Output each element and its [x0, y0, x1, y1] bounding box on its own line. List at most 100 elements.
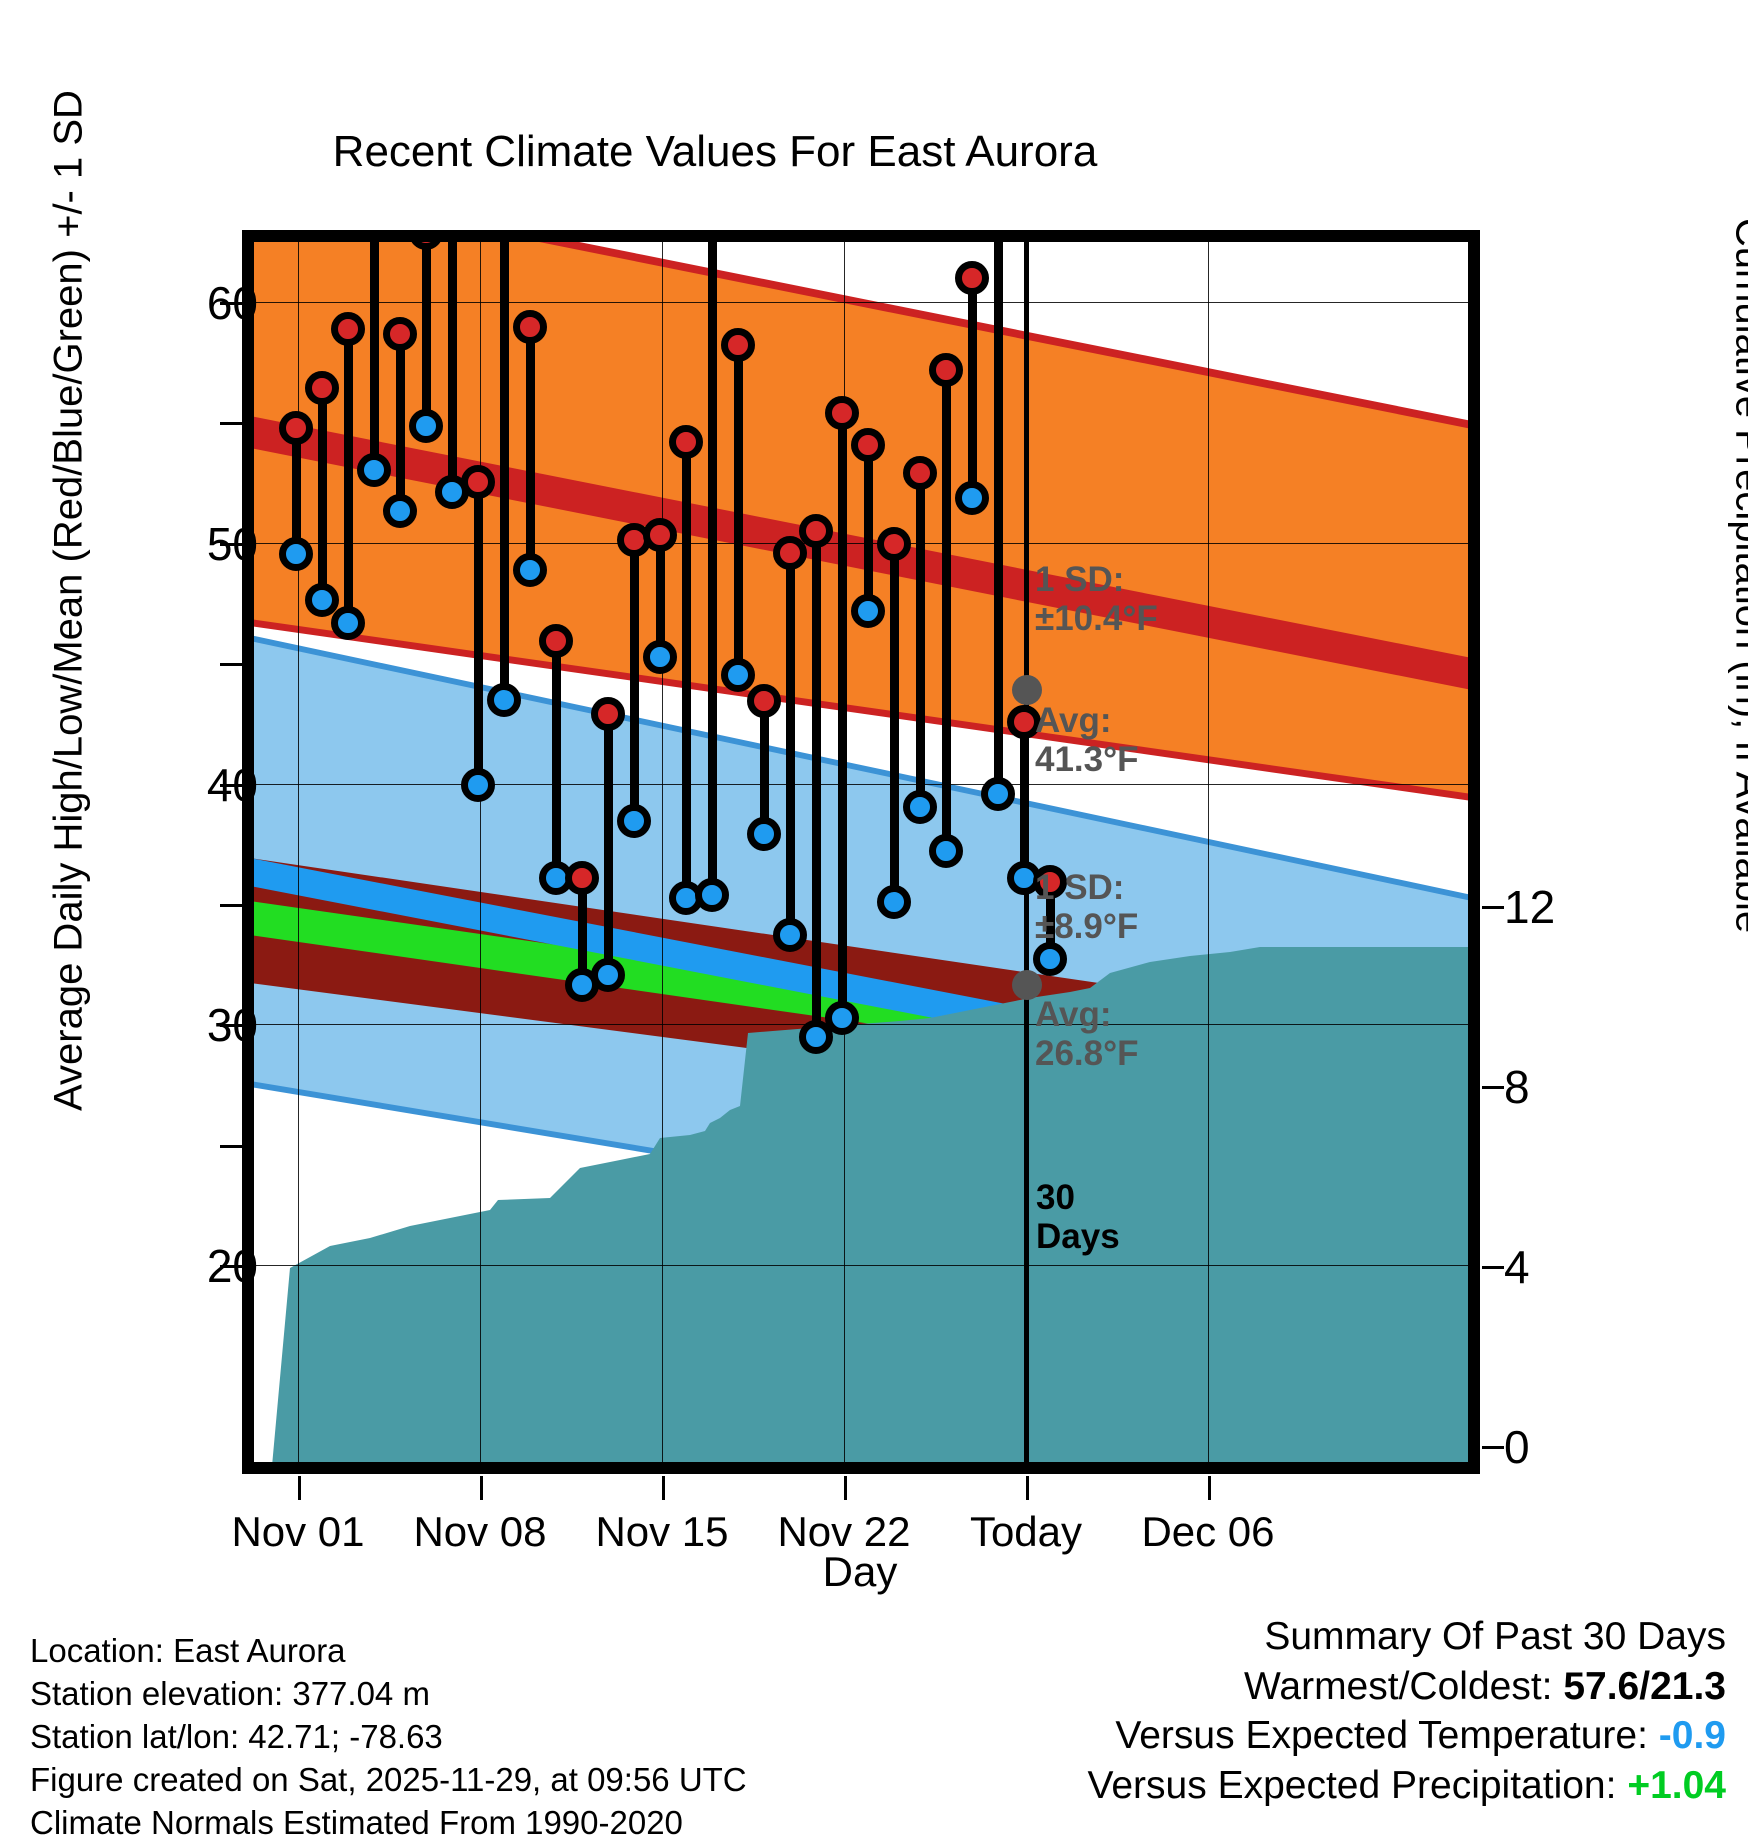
low-marker — [851, 594, 885, 628]
low-marker — [981, 777, 1015, 811]
elevation-line: Station elevation: 377.04 m — [30, 1673, 747, 1716]
location-line: Location: East Aurora — [30, 1630, 747, 1673]
high-marker — [279, 411, 313, 445]
versus-temperature-row: Versus Expected Temperature: -0.9 — [1088, 1711, 1727, 1761]
low-marker — [617, 804, 651, 838]
gridline-30 — [250, 1024, 1472, 1025]
y-tick-precip-8: 8 — [1504, 1060, 1704, 1114]
y-tick-mark — [220, 1265, 242, 1268]
high-marker — [539, 624, 573, 658]
sd-high-annotation: 1 SD: ±10.4°F — [1035, 560, 1158, 638]
gridline-60 — [250, 302, 1472, 303]
x-tick-mark — [480, 1476, 483, 1500]
low-marker — [383, 494, 417, 528]
y-axis-label-left: Average Daily High/Low/Mean (Red/Blue/Gr… — [47, 51, 92, 1151]
y-tick-mark — [220, 1145, 242, 1148]
high-marker — [383, 317, 417, 351]
gridline-20 — [250, 1265, 1472, 1266]
low-marker — [773, 918, 807, 952]
versus-temperature-label: Versus Expected Temperature: — [1115, 1714, 1648, 1757]
low-marker — [643, 640, 677, 674]
low-marker — [903, 790, 937, 824]
y-tick-precip-12: 12 — [1504, 880, 1704, 934]
normals-line: Climate Normals Estimated From 1990-2020 — [30, 1802, 747, 1844]
high-marker — [591, 697, 625, 731]
high-marker — [643, 518, 677, 552]
high-marker — [799, 514, 833, 548]
gridline-nov-08 — [480, 238, 481, 1466]
low-marker — [461, 768, 495, 802]
station-info: Location: East Aurora Station elevation:… — [30, 1630, 747, 1844]
gridline-dec-06 — [1208, 238, 1209, 1466]
y-tick-mark — [220, 663, 242, 666]
plot-area: 1 SD: ±10.4°F Avg: 41.3°F 1 SD: ±8.9°F A… — [250, 238, 1472, 1466]
thirty-days-note: 30 Days — [1036, 1178, 1120, 1256]
low-marker — [955, 481, 989, 515]
y-tick-mark-right — [1482, 1266, 1504, 1269]
warmest-coldest-row: Warmest/Coldest: 57.6/21.3 — [1088, 1662, 1727, 1712]
gridline-40 — [250, 784, 1472, 785]
low-marker — [279, 537, 313, 571]
gridline-nov-15 — [662, 238, 663, 1466]
y-tick-mark — [220, 422, 242, 425]
page-title: Recent Climate Values For East Aurora — [0, 127, 1430, 177]
summary-block: Summary Of Past 30 Days Warmest/Coldest:… — [1088, 1612, 1727, 1810]
low-marker — [747, 817, 781, 851]
x-tick-mark — [844, 1476, 847, 1500]
y-tick-precip-0: 0 — [1504, 1420, 1704, 1474]
y-tick-mark-right — [1482, 1086, 1504, 1089]
high-marker — [331, 312, 365, 346]
low-marker — [513, 553, 547, 587]
latlon-line: Station lat/lon: 42.71; -78.63 — [30, 1716, 747, 1759]
versus-precipitation-label: Versus Expected Precipitation: — [1088, 1764, 1617, 1807]
high-marker — [305, 371, 339, 405]
low-marker — [929, 834, 963, 868]
y-tick-mark — [220, 904, 242, 907]
x-tick-mark — [662, 1476, 665, 1500]
high-marker — [955, 261, 989, 295]
y-tick-mark — [220, 784, 242, 787]
high-marker — [929, 353, 963, 387]
summary-heading: Summary Of Past 30 Days — [1088, 1612, 1727, 1662]
y-tick-mark — [220, 1024, 242, 1027]
high-marker — [669, 425, 703, 459]
warmest-coldest-value: 57.6/21.3 — [1563, 1665, 1726, 1708]
low-marker — [487, 683, 521, 717]
high-marker — [825, 396, 859, 430]
gridline-50 — [250, 543, 1472, 544]
created-line: Figure created on Sat, 2025-11-29, at 09… — [30, 1759, 747, 1802]
x-axis-label: Day — [0, 1548, 1720, 1596]
y-tick-mark — [220, 543, 242, 546]
y-axis-label-right: Cumulative Precipitation (in), If Availa… — [1727, 26, 1748, 1126]
x-tick-mark — [1208, 1476, 1211, 1500]
avg-low-annotation: Avg: 26.8°F — [1035, 995, 1139, 1073]
high-marker — [461, 465, 495, 499]
low-marker — [591, 958, 625, 992]
low-marker — [825, 1001, 859, 1035]
high-marker — [747, 684, 781, 718]
sd-low-annotation: 1 SD: ±8.9°F — [1035, 868, 1138, 946]
low-marker — [695, 878, 729, 912]
versus-precipitation-value: +1.04 — [1627, 1764, 1726, 1807]
high-marker — [851, 428, 885, 462]
low-marker — [877, 885, 911, 919]
low-marker — [331, 606, 365, 640]
high-marker — [903, 456, 937, 490]
low-marker — [1033, 942, 1067, 976]
low-marker — [357, 453, 391, 487]
y-tick-mark — [220, 302, 242, 305]
high-marker — [513, 310, 547, 344]
versus-precipitation-row: Versus Expected Precipitation: +1.04 — [1088, 1761, 1727, 1811]
versus-temperature-value: -0.9 — [1659, 1714, 1726, 1757]
high-marker — [721, 328, 755, 362]
y-tick-mark-right — [1482, 1446, 1504, 1449]
x-tick-mark — [298, 1476, 301, 1500]
high-marker — [565, 861, 599, 895]
avg-high-annotation: Avg: 41.3°F — [1035, 701, 1139, 779]
x-tick-mark — [1026, 1476, 1029, 1500]
y-tick-mark-right — [1482, 906, 1504, 909]
y-tick-precip-4: 4 — [1504, 1240, 1704, 1294]
high-marker — [877, 527, 911, 561]
low-marker — [721, 658, 755, 692]
